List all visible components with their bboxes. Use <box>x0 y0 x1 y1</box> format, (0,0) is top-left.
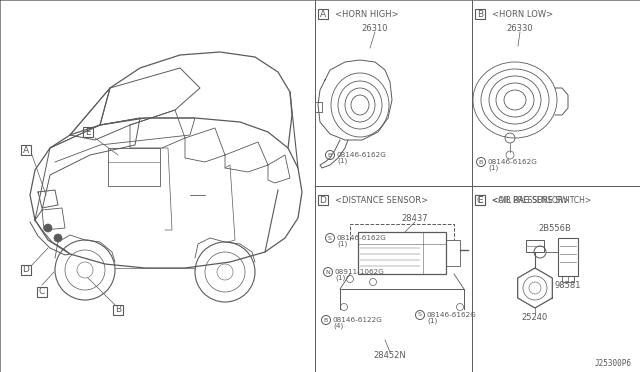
Bar <box>526 240 544 252</box>
Text: 08146-6162G: 08146-6162G <box>427 312 477 318</box>
Text: 08146-6122G: 08146-6122G <box>333 317 383 323</box>
Circle shape <box>44 224 52 232</box>
Text: D: D <box>22 266 29 275</box>
Text: D: D <box>319 196 326 205</box>
Text: (1): (1) <box>337 241 348 247</box>
Text: E: E <box>477 196 483 205</box>
Text: <OIL PRESSURE SWITCH>: <OIL PRESSURE SWITCH> <box>492 196 591 205</box>
Text: B: B <box>477 10 483 19</box>
Text: C: C <box>39 288 45 296</box>
Bar <box>318 195 328 205</box>
Text: 08146-6162G: 08146-6162G <box>337 235 387 241</box>
Text: <HORN HIGH>: <HORN HIGH> <box>335 10 399 19</box>
Text: 98581: 98581 <box>555 282 581 291</box>
Text: A: A <box>23 145 29 154</box>
Text: B: B <box>328 153 332 157</box>
Text: (1): (1) <box>337 158 348 164</box>
Text: (1): (1) <box>427 318 437 324</box>
Text: 26330: 26330 <box>507 23 533 32</box>
Bar <box>475 195 485 205</box>
Bar <box>113 305 123 315</box>
Text: J25300P6: J25300P6 <box>595 359 632 369</box>
Bar <box>475 195 485 205</box>
Bar <box>83 127 93 137</box>
Text: E: E <box>85 128 91 137</box>
Text: 26310: 26310 <box>362 23 388 32</box>
Text: <DISTANCE SENSOR>: <DISTANCE SENSOR> <box>335 196 428 205</box>
Bar <box>21 265 31 275</box>
Text: A: A <box>320 10 326 19</box>
Text: 2B556B: 2B556B <box>539 224 572 232</box>
Bar <box>37 287 47 297</box>
Circle shape <box>54 234 62 242</box>
Bar <box>318 9 328 19</box>
Bar <box>562 276 574 282</box>
Text: (1): (1) <box>335 275 345 281</box>
Text: 08146-6162G: 08146-6162G <box>488 159 538 165</box>
Text: 28452N: 28452N <box>374 352 406 360</box>
Text: (1): (1) <box>488 165 499 171</box>
Text: 08911-1062G: 08911-1062G <box>335 269 385 275</box>
Bar <box>358 232 446 274</box>
Text: C: C <box>477 196 483 205</box>
Text: B: B <box>479 160 483 164</box>
Bar <box>108 148 160 186</box>
Bar <box>446 240 460 266</box>
Text: N: N <box>326 269 330 275</box>
Text: B: B <box>115 305 121 314</box>
Bar <box>558 238 578 276</box>
Text: 25240: 25240 <box>522 314 548 323</box>
Text: 28437: 28437 <box>402 214 428 222</box>
Text: 08146-6162G: 08146-6162G <box>337 152 387 158</box>
Text: S: S <box>418 312 422 317</box>
Text: <AIR BAG SENSOR>: <AIR BAG SENSOR> <box>492 196 570 205</box>
Bar <box>475 9 485 19</box>
Text: S: S <box>328 235 332 241</box>
Text: (4): (4) <box>333 323 343 329</box>
Text: B: B <box>324 317 328 323</box>
Text: <HORN LOW>: <HORN LOW> <box>492 10 553 19</box>
Bar <box>21 145 31 155</box>
